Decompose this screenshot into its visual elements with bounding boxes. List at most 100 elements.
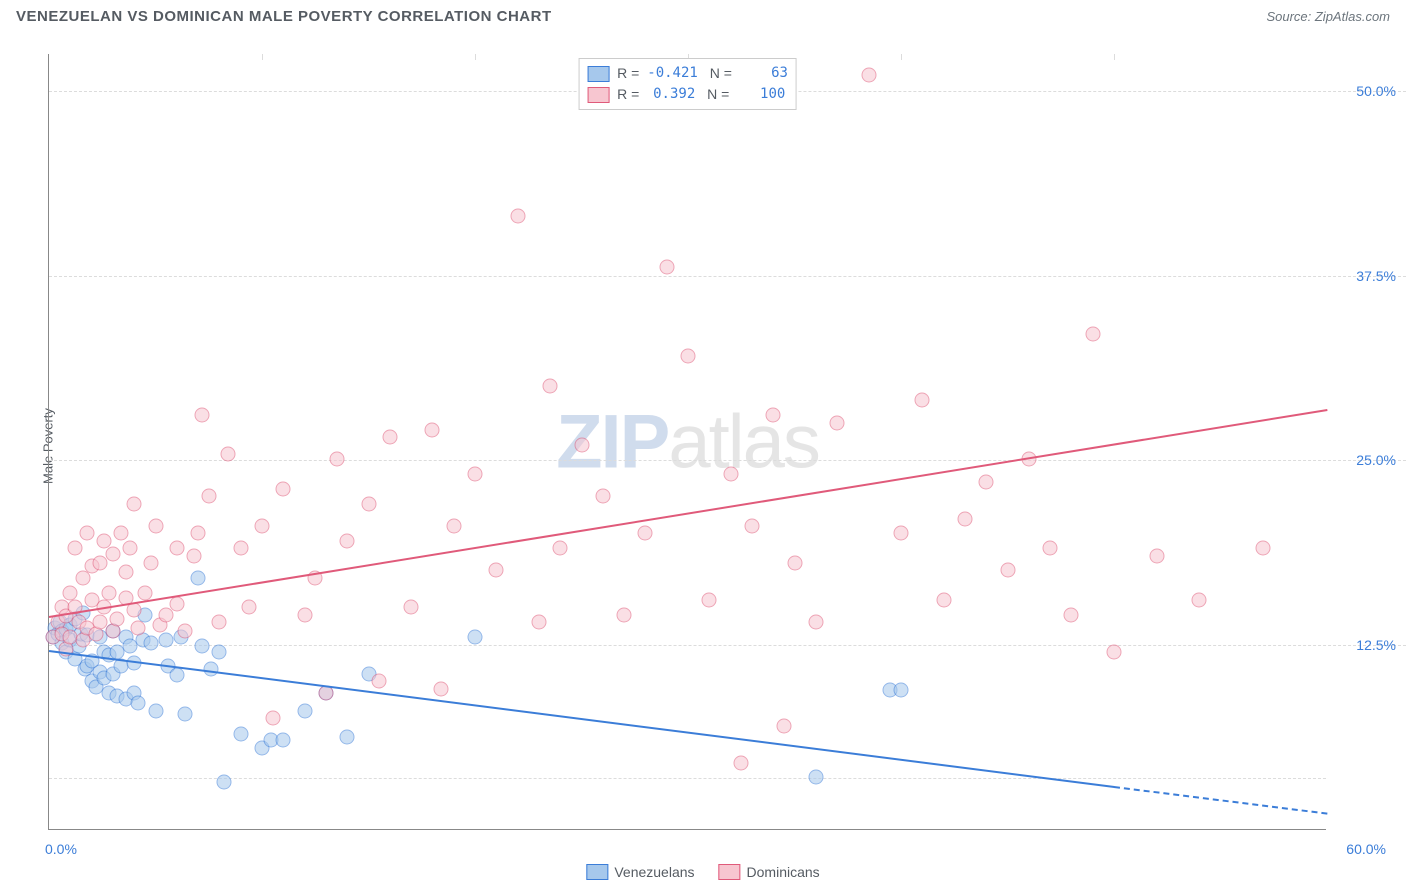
scatter-point: [110, 612, 125, 627]
scatter-point: [1192, 592, 1207, 607]
n-value: 63: [740, 63, 788, 84]
scatter-point: [510, 208, 525, 223]
y-gridline: [49, 460, 1406, 461]
scatter-point: [242, 600, 257, 615]
scatter-point: [297, 703, 312, 718]
scatter-point: [1000, 563, 1015, 578]
scatter-point: [723, 467, 738, 482]
scatter-point: [144, 635, 159, 650]
scatter-point: [216, 774, 231, 789]
scatter-point: [382, 430, 397, 445]
scatter-plot-area: ZIPatlas R =-0.421 N =63R =0.392 N =100 …: [48, 54, 1326, 830]
y-tick-label: 37.5%: [1356, 268, 1396, 284]
scatter-point: [936, 592, 951, 607]
scatter-point: [894, 526, 909, 541]
scatter-point: [340, 533, 355, 548]
series-swatch: [587, 66, 609, 82]
scatter-point: [1064, 607, 1079, 622]
scatter-point: [595, 489, 610, 504]
scatter-point: [276, 482, 291, 497]
scatter-point: [862, 68, 877, 83]
n-label: N =: [706, 63, 732, 84]
scatter-point: [638, 526, 653, 541]
series-legend: Venezuelans Dominicans: [586, 864, 819, 880]
scatter-point: [159, 632, 174, 647]
scatter-point: [361, 496, 376, 511]
scatter-point: [766, 408, 781, 423]
scatter-point: [468, 467, 483, 482]
scatter-point: [63, 585, 78, 600]
legend-item: Dominicans: [719, 864, 820, 880]
y-gridline-minor: [49, 778, 1326, 779]
scatter-point: [195, 638, 210, 653]
correlation-stats-box: R =-0.421 N =63R =0.392 N =100: [578, 58, 797, 110]
x-tick-mark: [901, 54, 902, 60]
scatter-point: [915, 393, 930, 408]
scatter-point: [212, 615, 227, 630]
scatter-point: [734, 755, 749, 770]
scatter-point: [1085, 326, 1100, 341]
scatter-point: [178, 706, 193, 721]
scatter-point: [1107, 644, 1122, 659]
scatter-point: [137, 585, 152, 600]
scatter-point: [220, 446, 235, 461]
scatter-point: [1149, 548, 1164, 563]
scatter-point: [118, 564, 133, 579]
legend-label: Dominicans: [747, 864, 820, 880]
legend-swatch: [719, 864, 741, 880]
scatter-point: [178, 623, 193, 638]
scatter-point: [531, 615, 546, 630]
scatter-point: [1256, 541, 1271, 556]
r-label: R =: [617, 84, 639, 105]
trend-line: [49, 409, 1327, 618]
scatter-point: [468, 629, 483, 644]
chart-title: VENEZUELAN VS DOMINICAN MALE POVERTY COR…: [16, 8, 552, 25]
r-value: 0.392: [647, 84, 695, 105]
scatter-point: [122, 541, 137, 556]
scatter-point: [67, 541, 82, 556]
scatter-point: [553, 541, 568, 556]
series-swatch: [587, 87, 609, 103]
scatter-point: [169, 668, 184, 683]
scatter-point: [131, 620, 146, 635]
scatter-point: [144, 555, 159, 570]
scatter-point: [127, 496, 142, 511]
scatter-point: [265, 711, 280, 726]
scatter-point: [212, 644, 227, 659]
y-tick-label: 50.0%: [1356, 83, 1396, 99]
scatter-point: [169, 541, 184, 556]
legend-item: Venezuelans: [586, 864, 694, 880]
x-tick-mark: [475, 54, 476, 60]
scatter-point: [957, 511, 972, 526]
scatter-point: [702, 592, 717, 607]
r-label: R =: [617, 63, 639, 84]
x-tick-mark: [262, 54, 263, 60]
scatter-point: [808, 770, 823, 785]
scatter-point: [776, 718, 791, 733]
trend-line: [49, 650, 1114, 788]
scatter-point: [894, 683, 909, 698]
scatter-point: [297, 607, 312, 622]
scatter-point: [233, 727, 248, 742]
chart-header: VENEZUELAN VS DOMINICAN MALE POVERTY COR…: [0, 0, 1406, 29]
scatter-point: [131, 696, 146, 711]
scatter-point: [404, 600, 419, 615]
scatter-point: [195, 408, 210, 423]
scatter-point: [233, 541, 248, 556]
trend-line-extrapolated: [1114, 786, 1327, 815]
scatter-point: [372, 674, 387, 689]
legend-swatch: [586, 864, 608, 880]
x-tick-mark: [1114, 54, 1115, 60]
scatter-point: [114, 526, 129, 541]
scatter-point: [574, 437, 589, 452]
scatter-point: [255, 519, 270, 534]
scatter-point: [101, 585, 116, 600]
scatter-point: [744, 519, 759, 534]
r-value: -0.421: [647, 63, 698, 84]
stats-row: R = -0.421 N = 63: [587, 63, 788, 84]
scatter-point: [186, 548, 201, 563]
n-label: N =: [703, 84, 729, 105]
source-attribution: Source: ZipAtlas.com: [1266, 9, 1390, 24]
y-gridline: [49, 276, 1406, 277]
scatter-point: [169, 597, 184, 612]
